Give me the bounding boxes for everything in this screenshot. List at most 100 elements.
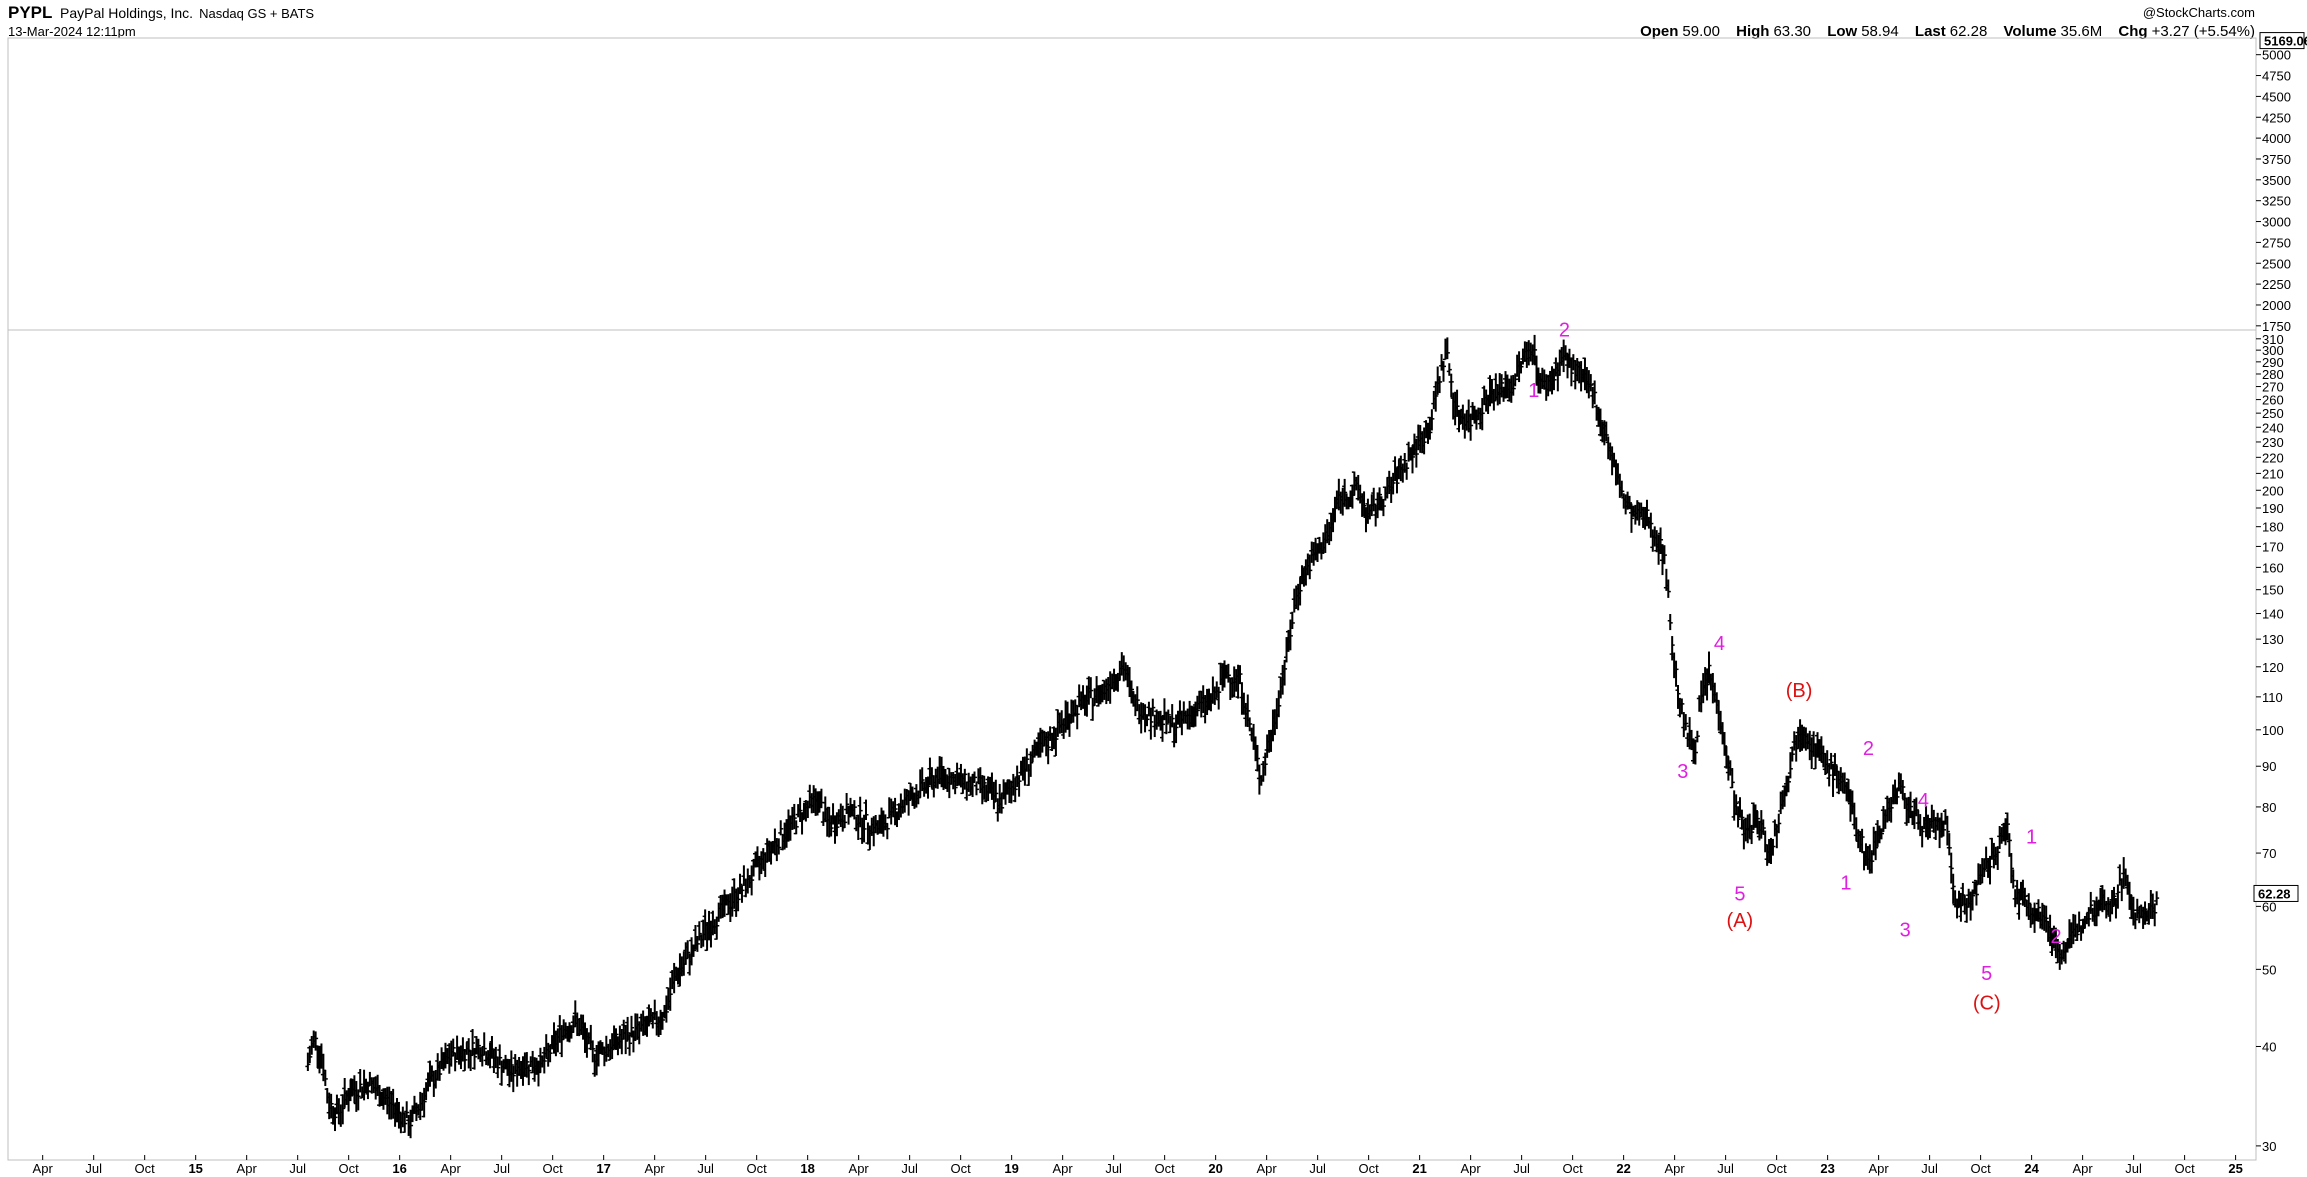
ohlc-bar [1297,577,1303,606]
time-tick-label: Apr [441,1161,462,1176]
ohlc-bar [1944,815,1950,846]
ohlc-bar [1254,744,1260,772]
ohlc-bar [696,921,702,941]
ohlc-bar [404,1101,410,1119]
ohlc-bar [973,783,979,796]
last-price-label: 62.28 [2258,886,2291,901]
time-tick-label: Oct [2174,1161,2195,1176]
ohlc-bar [541,1046,547,1074]
ohlc-bar [952,773,958,795]
ohlc-bar [1479,398,1485,431]
ohlc-bar [1723,746,1729,769]
ohlc-bar [322,1069,328,1087]
ohlc-bar [1729,768,1735,789]
stat-label-last: Last [1914,23,1946,40]
time-tick-label: Jul [289,1161,306,1176]
wave-label: (C) [1973,993,2001,1015]
time-tick-label: Jul [901,1161,918,1176]
time-tick-label: 20 [1208,1161,1222,1176]
price-tick-label: 110 [2262,690,2283,705]
ohlc-bar [1770,838,1776,856]
stat-value-volume: 35.6M [2060,23,2103,40]
wave-label: 4 [1714,633,1725,655]
ohlc-bar [1900,780,1906,799]
time-tick-label: Oct [543,1161,564,1176]
ohlc-bar [778,820,784,836]
time-tick-label: 23 [1820,1161,1834,1176]
ohlc-bar [2154,891,2160,906]
ohlc-bar [1394,467,1400,494]
ohlc-bar [1413,438,1419,468]
price-tick-label: 60 [2262,899,2276,914]
ohlc-bar [1627,495,1633,510]
ohlc-bar [590,1040,596,1063]
ohlc-bar [1437,376,1443,394]
time-tick-label: Apr [2072,1161,2093,1176]
upper-tick-label: 2500 [2262,256,2291,271]
ohlc-bar [1826,763,1832,787]
ohlc-bar [1287,619,1293,651]
ohlc-bar [1735,806,1741,828]
time-tick-label: Apr [1257,1161,1278,1176]
ohlc-bar [2006,833,2012,857]
ohlc-bar [1225,663,1231,683]
ohlc-bar [1276,690,1282,718]
ohlc-bar [2109,890,2115,915]
wave-label: 1 [2026,826,2037,848]
ohlc-bar [749,865,755,896]
upper-tick-label: 1750 [2262,319,2291,334]
ohlc-bar [1448,373,1454,398]
time-tick-label: 19 [1004,1161,1018,1176]
ohlc-bar [1194,695,1200,717]
ohlc-bar [328,1093,334,1119]
ohlc-bar [1673,660,1679,687]
ohlc-bar [1446,363,1452,376]
wave-label: 3 [1900,919,1911,941]
ohlc-bar [1588,374,1594,392]
ohlc-bar [1704,668,1710,701]
ohlc-bar [1289,611,1295,629]
ohlc-bar [1433,381,1439,412]
ohlc-bar [1776,813,1782,834]
time-tick-label: 16 [392,1161,406,1176]
ohlc-bar [737,873,743,895]
time-tick-label: Jul [1309,1161,1326,1176]
ohlc-bar [348,1079,354,1102]
ohlc-bar [421,1087,427,1118]
last-price-marker: 62.28 [2253,884,2299,902]
ohlc-bar [2115,884,2121,909]
ohlc-bar [613,1028,619,1050]
ohlc-bar [1421,427,1427,455]
wave-annotations: 1 2 3 4 5 (A) (B) 1 2 3 4 5 (C) 1 2 [1528,320,2061,1015]
ohlc-bar [462,1049,468,1072]
upper-tick-label: 4250 [2262,110,2291,125]
price-tick-label: 30 [2262,1139,2276,1154]
ohlc-bar [609,1033,615,1060]
exchange-label: Nasdaq GS + BATS [199,6,315,21]
ohlc-bar [1024,748,1030,772]
price-tick-label: 210 [2262,466,2284,481]
ohlc-bar [1173,714,1179,744]
ohlc-bar [1940,820,1946,837]
ohlc-bar [2043,905,2049,933]
ohlc-bar [307,1045,313,1064]
ohlc-bar [1754,811,1760,835]
ohlc-bar [332,1107,338,1132]
price-tick-label: 120 [2262,660,2284,675]
ohlc-bar [1785,775,1791,793]
copyright-label: @StockCharts.com [2142,5,2255,20]
time-tick-label: 24 [2024,1161,2039,1176]
ohlc-bar [1053,727,1059,757]
ohlc-bar [497,1044,503,1066]
ohlc-bar [1619,480,1625,497]
ohlc-bar [1683,714,1689,731]
ohlc-bar [1012,777,1018,803]
time-tick-label: Apr [1461,1161,1482,1176]
ohlc-bar [791,803,797,830]
ohlc-bar [1789,746,1795,762]
ohlc-bar [2016,888,2022,920]
time-tick-label: Apr [645,1161,666,1176]
ohlc-bar [475,1038,481,1060]
price-tick-label: 240 [2262,420,2284,435]
